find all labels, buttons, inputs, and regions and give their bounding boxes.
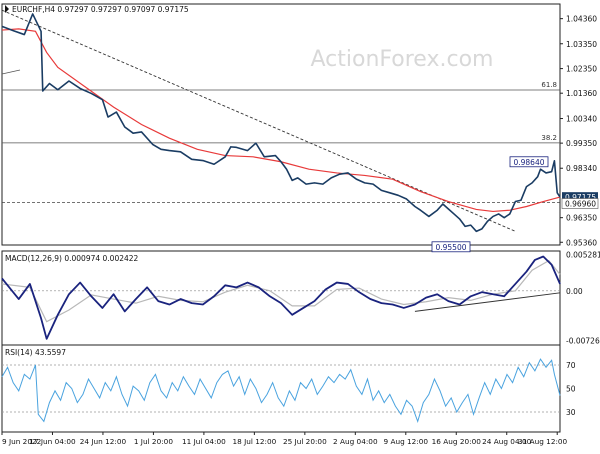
price-y-tick-label: 1.03350 xyxy=(566,40,597,49)
price-stub-line xyxy=(1,69,21,75)
rsi-line xyxy=(1,358,561,424)
fib-level-label: 61.8 xyxy=(541,81,557,89)
current-price-box xyxy=(562,192,598,203)
price-y-tick-label: 1.04360 xyxy=(566,15,597,24)
macd-y-tick-label: -0.007263 xyxy=(566,337,600,346)
price-y-tick-label: 0.95360 xyxy=(566,238,597,247)
price-y-tick-label: 1.01360 xyxy=(566,89,597,98)
reference-level-box xyxy=(561,198,599,209)
macd-label: MACD(12,26,9) 0.000974 0.002422 xyxy=(5,254,139,263)
rsi-panel-frame xyxy=(1,344,561,433)
price-annotation-box xyxy=(509,156,549,168)
macd-y-tick-label: 0.005281 xyxy=(566,251,600,260)
price-y-tick-label: 0.99350 xyxy=(566,139,597,148)
x-tick-label: 16 Aug 20:00 xyxy=(432,437,482,446)
x-tick-label: 24 Aug 04:00 xyxy=(482,437,532,446)
price-line xyxy=(1,13,561,233)
price-panel-frame xyxy=(1,3,561,246)
macd-line xyxy=(1,255,561,340)
x-tick-label: 11 Jul 04:00 xyxy=(182,437,226,446)
rsi-y-tick-label: 30 xyxy=(566,408,576,417)
x-tick-label: 24 Jun 12:00 xyxy=(80,437,127,446)
x-tick-label: 31 Aug 12:00 xyxy=(518,437,568,446)
price-y-tick-label: 0.98340 xyxy=(566,164,597,173)
x-tick-label: 18 Jul 12:00 xyxy=(232,437,276,446)
x-tick-label: 9 Aug 12:00 xyxy=(384,437,429,446)
rsi-panel: 70 50 30 RSI(14) 43.5597 xyxy=(1,348,576,424)
x-tick-label: 2 Aug 04:00 xyxy=(333,437,378,446)
macd-trendline xyxy=(414,292,561,312)
fib-level-label: 38.2 xyxy=(541,134,557,142)
macd-y-tick-label: 0.00 xyxy=(566,287,583,296)
watermark: ActionForex.com xyxy=(311,47,494,72)
chart-title: EURCHF,H4 0.97297 0.97297 0.97097 0.9717… xyxy=(12,5,189,14)
price-y-tick-label: 1.02350 xyxy=(566,65,597,74)
price-annotation-label: 0.95500 xyxy=(435,243,466,252)
x-tick-label: 25 Jul 20:00 xyxy=(283,437,327,446)
rsi-y-tick-label: 50 xyxy=(566,385,576,394)
x-tick-label: 1 Jul 20:00 xyxy=(134,437,173,446)
reference-level-label: 0.96960 xyxy=(565,200,596,209)
price-panel: 1.04360 1.03350 1.02350 1.01360 1.00340 0.993… xyxy=(1,5,599,253)
macd-panel: 0.005281 0.00 -0.007263 MACD(12,26,9) 0.000… xyxy=(1,251,600,346)
title-arrow-icon xyxy=(5,5,9,13)
x-tick-label: 17 Jun 04:00 xyxy=(29,437,76,446)
x-tick-label: 9 Jun 2022 xyxy=(2,437,41,446)
rsi-label: RSI(14) 43.5597 xyxy=(5,348,66,357)
current-price-label: 0.97175 xyxy=(565,193,596,202)
price-annotation-label: 0.98640 xyxy=(513,158,544,167)
price-y-tick-label: 0.96350 xyxy=(566,214,597,223)
price-y-tick-label: 1.00340 xyxy=(566,115,597,124)
rsi-y-tick-label: 70 xyxy=(566,361,576,370)
price-annotation-box xyxy=(431,241,471,253)
panel-frames xyxy=(1,3,561,433)
macd-signal-line xyxy=(1,259,561,323)
